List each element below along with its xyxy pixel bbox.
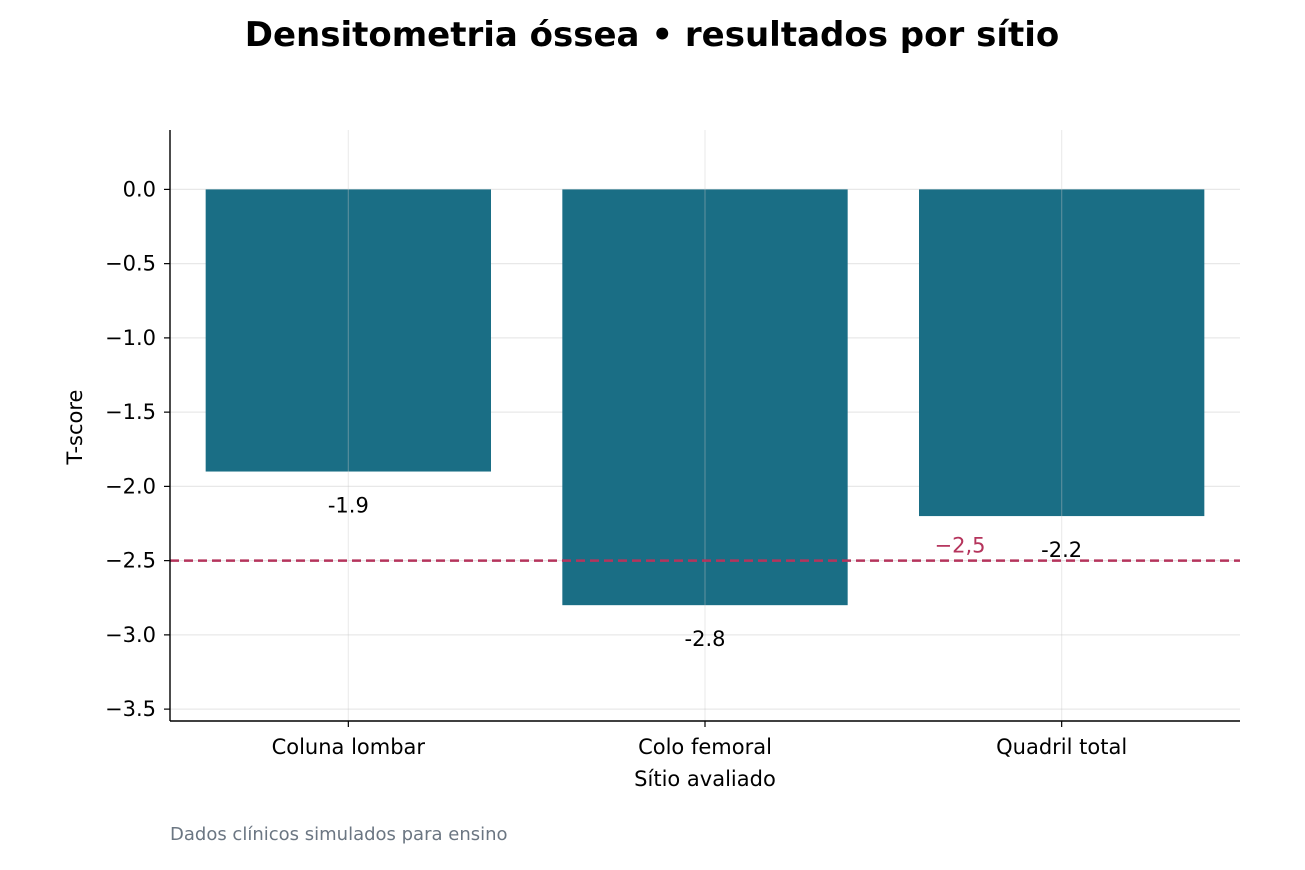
- reference-line-label: −2,5: [935, 534, 986, 558]
- y-tick-label: 0.0: [123, 177, 156, 201]
- bar-coluna-lombar: [205, 189, 491, 472]
- y-tick-label: −3.0: [105, 623, 156, 647]
- chart-caption: Dados clínicos simulados para ensino: [170, 824, 508, 845]
- y-tick-label: −3.5: [105, 697, 156, 721]
- bar-value-label: -2.8: [685, 627, 726, 651]
- y-tick-label: −1.0: [105, 326, 156, 350]
- x-tick-label: Colo femoral: [638, 735, 772, 759]
- reference-line-layer: −2,5: [170, 534, 1240, 562]
- x-grid-layer: [347, 130, 1063, 721]
- ticks-layer: 0.0 −0.5 −1.0 −1.5 −2.0 −2.5 −3.0 −3.5 Coluna lo…: [105, 177, 1127, 759]
- data-labels-layer: -1.9 -2.8 -2.2: [328, 494, 1082, 652]
- bars-layer: [205, 189, 1205, 606]
- bar-value-label: -1.9: [328, 494, 369, 518]
- chart-title: Densitometria óssea • resultados por sít…: [245, 15, 1060, 55]
- x-tick-label: Coluna lombar: [272, 735, 426, 759]
- y-tick-label: −2.0: [105, 474, 156, 498]
- bar-quadril-total: [919, 189, 1205, 517]
- y-tick-label: −1.5: [105, 400, 156, 424]
- x-tick-label: Quadril total: [996, 735, 1127, 759]
- y-axis-title: T-score: [63, 390, 87, 466]
- y-tick-label: −0.5: [105, 252, 156, 276]
- x-axis-title: Sítio avaliado: [634, 767, 776, 791]
- bar-colo-femoral: [562, 189, 848, 606]
- bar-value-label: -2.2: [1041, 538, 1082, 562]
- y-tick-label: −2.5: [105, 549, 156, 573]
